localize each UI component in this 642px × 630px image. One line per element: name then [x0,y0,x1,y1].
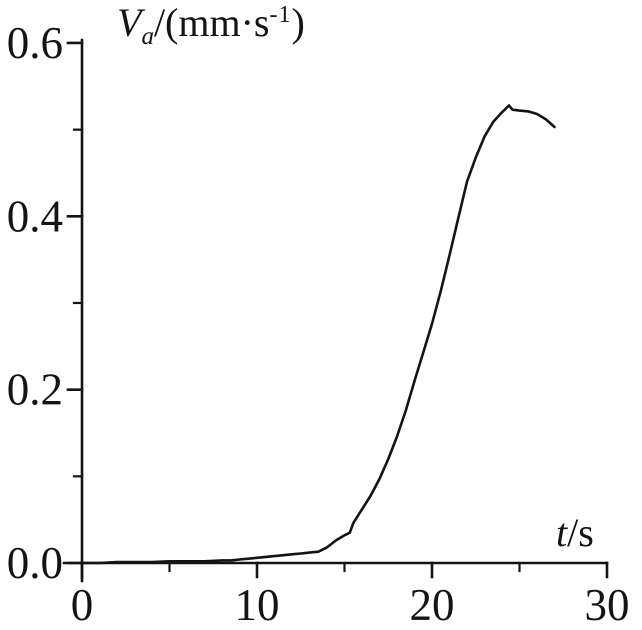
y-axis-symbol: V [117,0,142,45]
x-tick-label: 10 [235,580,280,630]
x-tick-label: 30 [585,580,630,630]
x-axis-symbol: t [556,510,568,555]
x-axis-title: t/s [556,513,594,553]
y-axis-subscript: a [141,23,154,50]
y-axis-unit: mm·s [178,0,270,45]
y-tick-label: 0.4 [7,191,63,241]
y-axis-exponent: -1 [269,2,292,28]
velocity-curve [80,104,556,565]
y-axis-unit-close: ) [291,0,305,45]
y-axis-title: Va/(mm·s-1) [117,0,305,50]
x-axis-unit: /s [567,510,594,555]
y-axis-unit-open: /( [153,0,179,45]
y-tick-label: 0.2 [7,365,63,415]
x-tick-label: 0 [71,580,94,630]
y-tick-label: 0.6 [7,18,63,68]
y-tick-label: 0.0 [7,538,63,588]
x-tick-label: 20 [410,580,455,630]
